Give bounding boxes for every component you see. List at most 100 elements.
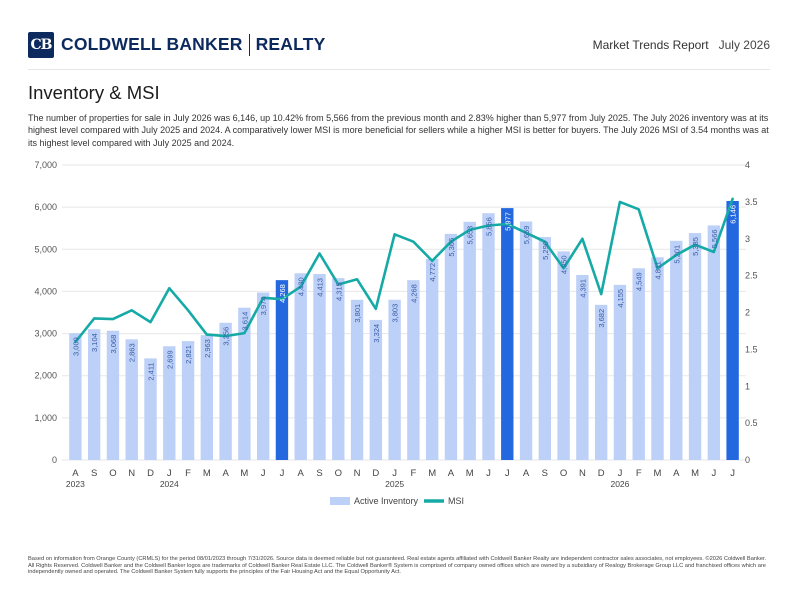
x-tick-label: F	[410, 468, 416, 479]
footer-disclaimer: Based on information from Orange County …	[28, 556, 767, 576]
bar-value-label: 6,146	[729, 205, 738, 224]
bar-value-label: 5,290	[541, 241, 550, 260]
x-tick-label: O	[560, 468, 567, 479]
bar-value-label: 3,324	[372, 324, 381, 343]
msi-point	[487, 224, 490, 227]
legend-label-inventory: Active Inventory	[354, 496, 419, 506]
x-tick-label: M	[240, 468, 248, 479]
header-divider	[28, 69, 770, 70]
bar-value-label: 4,950	[560, 255, 569, 274]
x-tick-label: S	[91, 468, 97, 479]
msi-point	[130, 309, 133, 312]
inventory-bar	[726, 200, 739, 461]
y-left-tick-label: 4,000	[34, 286, 57, 296]
msi-point	[619, 200, 621, 203]
msi-point	[243, 332, 246, 335]
bar-value-label: 5,366	[447, 238, 456, 257]
inventory-bar	[688, 233, 702, 460]
inventory-bar	[200, 335, 214, 460]
x-tick-label: M	[428, 468, 436, 479]
msi-point	[168, 287, 171, 290]
msi-point	[149, 321, 152, 323]
bar-value-label: 5,385	[691, 237, 700, 256]
inventory-bar	[219, 322, 232, 460]
bar-value-label: 5,856	[485, 217, 494, 236]
msi-point	[431, 259, 434, 262]
bar-value-label: 4,268	[278, 284, 287, 303]
msi-point	[637, 208, 640, 211]
bar-value-label: 4,811	[654, 261, 663, 279]
x-tick-label: N	[354, 468, 361, 479]
x-tick-label: J	[392, 468, 397, 479]
x-tick-label: D	[147, 468, 154, 479]
msi-point	[318, 252, 321, 255]
y-left-tick-label: 2,000	[34, 371, 57, 381]
x-tick-label: J	[618, 468, 623, 479]
x-tick-label: J	[486, 468, 491, 479]
x-tick-label: A	[448, 468, 455, 479]
page-description: The number of properties for sale in Jul…	[28, 113, 769, 148]
inventory-bar	[388, 299, 401, 460]
bar-value-label: 5,977	[503, 212, 512, 231]
x-tick-label: O	[335, 468, 342, 479]
x-tick-label: M	[654, 468, 662, 479]
msi-point	[393, 233, 396, 236]
x-tick-label: J	[280, 468, 285, 479]
bar-value-label: 3,803	[391, 304, 400, 323]
x-tick-label: O	[109, 468, 116, 479]
x-tick-label: A	[673, 468, 680, 479]
x-tick-label: A	[298, 468, 305, 479]
brand-logo[interactable]: CB COLDWELL BANKER REALTY	[28, 31, 325, 59]
logo-divider	[248, 34, 250, 57]
msi-point	[262, 296, 265, 299]
bar-value-label: 2,821	[184, 345, 193, 364]
x-year-label: 2026	[610, 479, 629, 489]
msi-point	[299, 285, 302, 288]
bar-value-label: 4,391	[578, 279, 587, 298]
report-label: Market Trends Report	[592, 38, 709, 52]
bar-value-label: 2,963	[203, 339, 212, 358]
inventory-bar	[332, 278, 345, 460]
inventory-bar	[613, 284, 627, 460]
msi-point	[562, 267, 565, 270]
y-right-tick-label: 2.5	[745, 271, 758, 281]
y-right-tick-label: 4	[745, 160, 750, 170]
msi-point	[205, 333, 208, 336]
y-left-tick-label: 5,000	[34, 244, 57, 254]
inventory-bar	[407, 280, 420, 460]
inventory-bar	[670, 240, 683, 460]
y-right-tick-label: 3	[745, 234, 750, 244]
x-tick-label: M	[203, 468, 211, 479]
msi-point	[543, 240, 546, 243]
inventory-bar	[651, 257, 664, 460]
x-tick-label: J	[711, 468, 716, 479]
page-title: Inventory & MSI	[28, 82, 160, 103]
bar-value-label: 3,682	[597, 309, 606, 328]
y-right-tick-label: 0	[745, 455, 750, 465]
inventory-bar	[632, 268, 645, 460]
msi-point	[412, 240, 415, 243]
bar-value-label: 5,566	[710, 229, 719, 248]
bar-value-label: 5,201	[672, 245, 681, 264]
inventory-bar	[482, 213, 495, 460]
x-tick-label: M	[691, 468, 699, 479]
inventory-bar	[501, 208, 514, 460]
x-tick-label: J	[167, 468, 172, 479]
x-tick-label: M	[466, 468, 474, 479]
cb-logo-icon: CB	[28, 32, 54, 58]
bar-value-label: 2,863	[128, 343, 137, 362]
x-tick-label: N	[128, 468, 135, 479]
bar-value-label: 2,699	[165, 350, 174, 369]
x-tick-label: A	[222, 468, 229, 479]
bar-value-label: 3,256	[222, 327, 231, 346]
inventory-bar	[181, 341, 195, 460]
inventory-bar	[256, 292, 270, 460]
inventory-bar	[313, 274, 326, 460]
msi-point	[712, 251, 715, 253]
report-month: July 2026	[718, 38, 770, 52]
x-year-label: 2023	[66, 479, 85, 489]
inventory-bar	[238, 307, 251, 460]
bar-value-label: 3,614	[240, 312, 249, 331]
bar-value-label: 4,413	[316, 278, 325, 297]
y-right-tick-label: 1.5	[745, 344, 758, 354]
